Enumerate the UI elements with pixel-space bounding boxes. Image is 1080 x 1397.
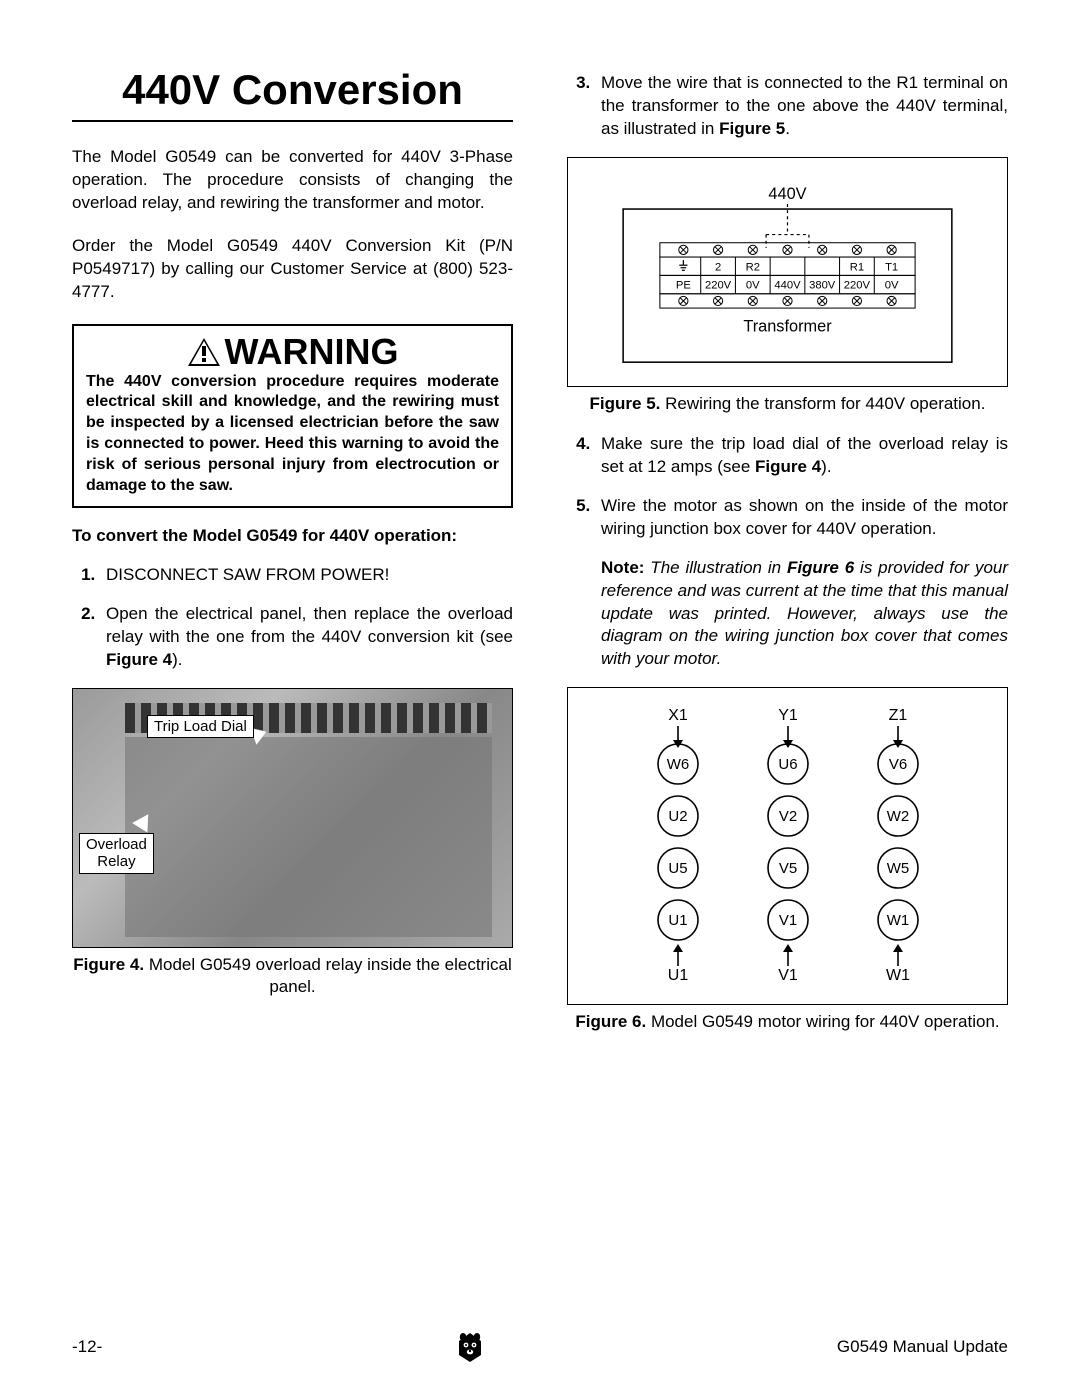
footer-doc-title: G0549 Manual Update <box>837 1337 1008 1357</box>
svg-text:V1: V1 <box>778 967 798 984</box>
svg-text:R1: R1 <box>850 261 864 273</box>
figure-5-caption-bold: Figure 5. <box>590 394 661 413</box>
note-text-a: The illustration in <box>644 558 786 577</box>
step-5: Wire the motor as shown on the inside of… <box>595 495 1008 541</box>
warning-icon <box>187 337 221 367</box>
figure-6-caption-text: Model G0549 motor wiring for 440V operat… <box>646 1012 999 1031</box>
step-4-figref: Figure 4 <box>755 457 821 476</box>
svg-text:0V: 0V <box>885 279 899 291</box>
svg-text:Z1: Z1 <box>888 707 907 724</box>
figure-6-svg: X1 Y1 Z1 W6 U6 V6 U2 V2 W2 U5 V5 W5 U1 V1 W1 U1 V1 W1 <box>588 702 988 992</box>
figure-4-caption-text: Model G0549 overload relay inside the el… <box>144 955 512 996</box>
intro-paragraph-1: The Model G0549 can be converted for 440… <box>72 146 513 215</box>
figure-4-caption-bold: Figure 4. <box>73 955 144 974</box>
figure-4-label-trip: Trip Load Dial <box>147 715 254 738</box>
svg-text:X1: X1 <box>668 707 688 724</box>
step-3-figref: Figure 5 <box>719 119 785 138</box>
svg-text:U5: U5 <box>668 860 687 877</box>
step-3: Move the wire that is connected to the R… <box>595 72 1008 141</box>
step-3-text-a: Move the wire that is connected to the R… <box>601 73 1008 138</box>
step-4: Make sure the trip load dial of the over… <box>595 433 1008 479</box>
warning-heading-text: WARNING <box>225 331 399 372</box>
svg-text:W2: W2 <box>886 808 909 825</box>
page-title: 440V Conversion <box>72 66 513 114</box>
svg-text:U6: U6 <box>778 756 797 773</box>
left-column: 440V Conversion The Model G0549 can be c… <box>72 66 513 1033</box>
warning-box: WARNING The 440V conversion procedure re… <box>72 324 513 509</box>
step-3-text-c: . <box>785 119 790 138</box>
figure-5-caption-text: Rewiring the transform for 440V operatio… <box>660 394 985 413</box>
svg-text:R2: R2 <box>746 261 760 273</box>
svg-text:440V: 440V <box>774 279 801 291</box>
steps-right-a: Move the wire that is connected to the R… <box>567 72 1008 141</box>
intro-paragraph-2: Order the Model G0549 440V Conversion Ki… <box>72 235 513 304</box>
figure-4-caption: Figure 4. Model G0549 overload relay ins… <box>72 954 513 998</box>
step-2-text-c: ). <box>172 650 182 669</box>
svg-text:220V: 220V <box>844 279 871 291</box>
svg-text:380V: 380V <box>809 279 836 291</box>
steps-right-b: Make sure the trip load dial of the over… <box>567 433 1008 541</box>
figure-5-diagram: 440V 2 R2 R1 T1 PE 220V 0V 440V 380V 220V 0V Trans… <box>567 157 1008 387</box>
right-column: Move the wire that is connected to the R… <box>567 66 1008 1033</box>
fig5-440v-label: 440V <box>768 185 806 203</box>
svg-text:V1: V1 <box>778 912 796 929</box>
svg-text:U1: U1 <box>668 912 687 929</box>
page: 440V Conversion The Model G0549 can be c… <box>0 0 1080 1397</box>
note-figref: Figure 6 <box>787 558 854 577</box>
svg-text:V5: V5 <box>778 860 796 877</box>
figure-5-svg: 440V 2 R2 R1 T1 PE 220V 0V 440V 380V 220V 0V Trans… <box>568 158 1007 393</box>
step-2-figref: Figure 4 <box>106 650 172 669</box>
step-2: Open the electrical panel, then replace … <box>100 603 513 672</box>
page-footer: -12- G0549 Manual Update <box>72 1331 1008 1363</box>
figure-4-image: Trip Load Dial Overload Relay <box>72 688 513 948</box>
figure-4-label-relay: Overload Relay <box>79 833 154 874</box>
two-column-layout: 440V Conversion The Model G0549 can be c… <box>72 66 1008 1033</box>
fig5-transformer-label: Transformer <box>743 317 832 335</box>
figure-4-label-relay-line2: Relay <box>97 853 135 870</box>
figure-6-caption: Figure 6. Model G0549 motor wiring for 4… <box>567 1011 1008 1033</box>
svg-text:V6: V6 <box>888 756 906 773</box>
procedure-lead: To convert the Model G0549 for 440V oper… <box>72 526 513 546</box>
svg-text:U2: U2 <box>668 808 687 825</box>
svg-text:220V: 220V <box>705 279 732 291</box>
svg-text:W6: W6 <box>666 756 689 773</box>
svg-text:Y1: Y1 <box>778 707 798 724</box>
svg-text:2: 2 <box>715 261 721 273</box>
figure-6-caption-bold: Figure 6. <box>575 1012 646 1031</box>
svg-text:V2: V2 <box>778 808 796 825</box>
svg-text:U1: U1 <box>667 967 688 984</box>
title-rule <box>72 120 513 122</box>
svg-text:T1: T1 <box>885 261 898 273</box>
warning-body-text: The 440V conversion procedure requires m… <box>86 372 499 497</box>
svg-text:PE: PE <box>676 279 691 291</box>
figure-6-diagram: X1 Y1 Z1 W6 U6 V6 U2 V2 W2 U5 V5 W5 U1 V1 W1 U1 V1 W1 <box>567 687 1008 1005</box>
svg-text:W1: W1 <box>886 967 910 984</box>
figure-4-arrow-relay <box>132 810 156 833</box>
note-paragraph: Note: The illustration in Figure 6 is pr… <box>567 557 1008 672</box>
svg-text:W1: W1 <box>886 912 909 929</box>
footer-page-number: -12- <box>72 1337 102 1357</box>
step-2-text-a: Open the electrical panel, then replace … <box>106 604 513 646</box>
figure-5-caption: Figure 5. Rewiring the transform for 440… <box>567 393 1008 415</box>
warning-heading: WARNING <box>86 334 499 370</box>
figure-4-label-relay-line1: Overload <box>86 836 147 853</box>
svg-text:W5: W5 <box>886 860 909 877</box>
step-1: DISCONNECT SAW FROM POWER! <box>100 564 513 587</box>
note-lead: Note: <box>601 558 644 577</box>
step-4-text-c: ). <box>821 457 831 476</box>
svg-text:0V: 0V <box>746 279 760 291</box>
footer-logo-icon <box>455 1331 485 1363</box>
steps-left: DISCONNECT SAW FROM POWER! Open the elec… <box>72 564 513 672</box>
